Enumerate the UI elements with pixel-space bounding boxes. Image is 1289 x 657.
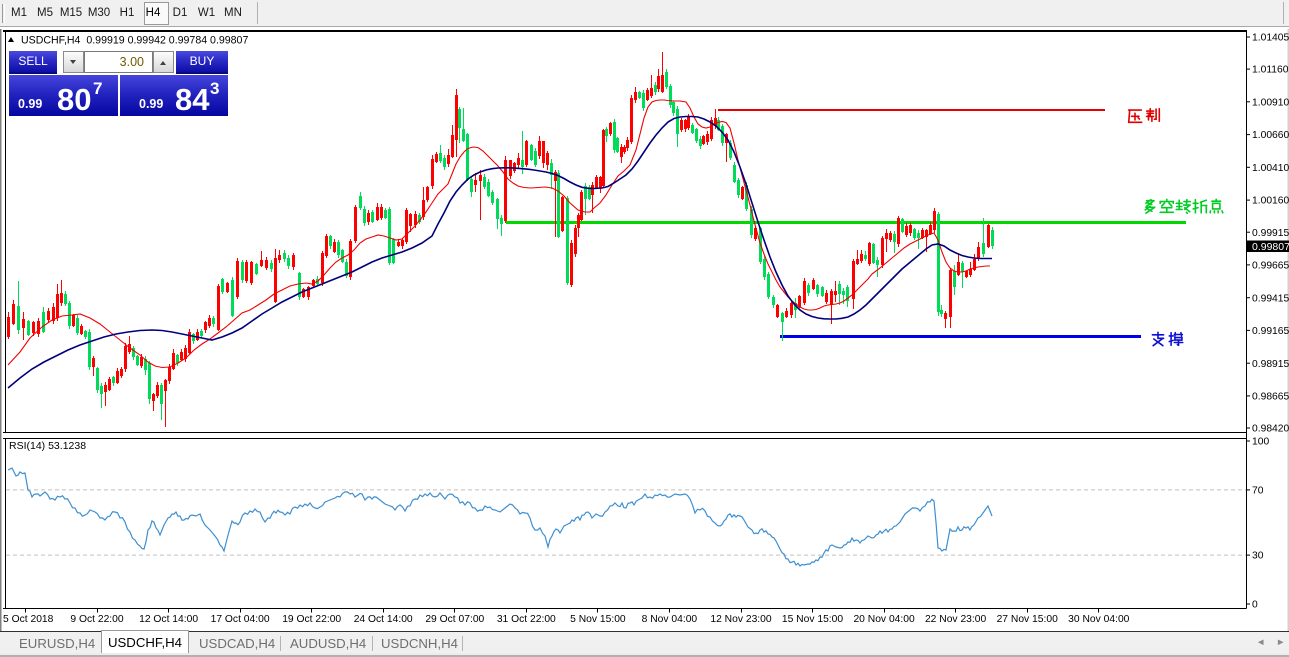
- svg-text:15 Nov 15:00: 15 Nov 15:00: [782, 614, 844, 625]
- svg-text:1.00910: 1.00910: [1252, 97, 1289, 108]
- svg-text:1.01405: 1.01405: [1252, 33, 1289, 44]
- svg-text:1.00660: 1.00660: [1252, 130, 1289, 141]
- svg-text:70: 70: [1252, 486, 1264, 497]
- svg-text:9 Oct 22:00: 9 Oct 22:00: [70, 614, 124, 625]
- svg-text:100: 100: [1252, 437, 1269, 448]
- svg-text:0.99915: 0.99915: [1252, 228, 1289, 239]
- svg-text:24 Oct 14:00: 24 Oct 14:00: [354, 614, 413, 625]
- svg-text:1.00160: 1.00160: [1252, 196, 1289, 207]
- svg-text:0.98915: 0.98915: [1252, 359, 1289, 370]
- svg-text:20 Nov 04:00: 20 Nov 04:00: [853, 614, 915, 625]
- svg-text:RSI(14) 53.1238: RSI(14) 53.1238: [9, 440, 86, 452]
- svg-text:USDCHF,H4 0.99919 0.99942 0.9: USDCHF,H4 0.99919 0.99942 0.99784 0.9980…: [21, 35, 248, 47]
- svg-text:31 Oct 22:00: 31 Oct 22:00: [497, 614, 556, 625]
- svg-text:30 Nov 04:00: 30 Nov 04:00: [1068, 614, 1130, 625]
- svg-text:0.98420: 0.98420: [1252, 424, 1289, 435]
- svg-text:8 Nov 04:00: 8 Nov 04:00: [642, 614, 698, 625]
- svg-text:27 Nov 15:00: 27 Nov 15:00: [997, 614, 1059, 625]
- svg-text:0.99665: 0.99665: [1252, 261, 1289, 272]
- svg-text:1.01160: 1.01160: [1252, 65, 1289, 76]
- svg-text:0.99165: 0.99165: [1252, 326, 1289, 337]
- svg-text:0.99807: 0.99807: [1252, 241, 1289, 253]
- svg-text:0.98665: 0.98665: [1252, 392, 1289, 403]
- svg-text:12 Oct 14:00: 12 Oct 14:00: [139, 614, 198, 625]
- svg-text:12 Nov 23:00: 12 Nov 23:00: [710, 614, 772, 625]
- svg-text:29 Oct 07:00: 29 Oct 07:00: [425, 614, 484, 625]
- svg-text:0.99415: 0.99415: [1252, 293, 1289, 304]
- svg-text:30: 30: [1252, 551, 1264, 562]
- svg-text:19 Oct 22:00: 19 Oct 22:00: [282, 614, 341, 625]
- svg-text:22 Nov 23:00: 22 Nov 23:00: [925, 614, 987, 625]
- svg-text:17 Oct 04:00: 17 Oct 04:00: [211, 614, 270, 625]
- svg-text:1.00410: 1.00410: [1252, 163, 1289, 174]
- svg-text:5 Oct 2018: 5 Oct 2018: [3, 614, 54, 625]
- svg-text:5 Nov 15:00: 5 Nov 15:00: [570, 614, 626, 625]
- svg-text:0: 0: [1252, 600, 1258, 611]
